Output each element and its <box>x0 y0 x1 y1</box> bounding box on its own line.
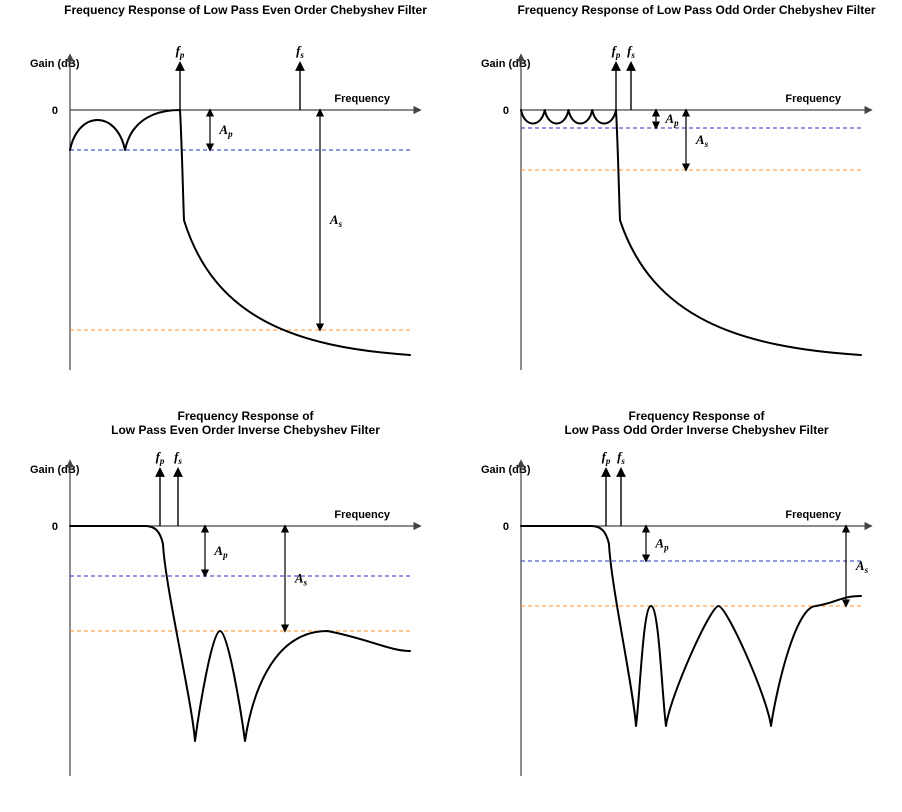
zero-label: 0 <box>503 521 509 533</box>
y-axis-label: Gain (dB) <box>481 58 531 70</box>
response-curve <box>521 110 861 355</box>
fp-marker-label: fp <box>156 449 165 466</box>
panel-invcheby_odd: Frequency Response ofLow Pass Odd Order … <box>451 406 902 812</box>
zero-label: 0 <box>52 105 58 117</box>
chart-svg: Frequency Response ofLow Pass Odd Order … <box>451 406 902 812</box>
x-axis-label: Frequency <box>785 93 842 105</box>
chart-svg: Frequency Response ofLow Pass Even Order… <box>0 406 451 812</box>
zero-label: 0 <box>52 521 58 533</box>
chart-title-line: Low Pass Even Order Inverse Chebyshev Fi… <box>111 423 380 437</box>
chart-title-line: Frequency Response of <box>628 409 765 423</box>
y-axis-label: Gain (dB) <box>30 464 80 476</box>
fp-marker-label: fp <box>602 449 611 466</box>
panel-cheby_even: Frequency Response of Low Pass Even Orde… <box>0 0 451 406</box>
chart-title-line: Low Pass Odd Order Inverse Chebyshev Fil… <box>564 423 828 437</box>
x-axis-label: Frequency <box>334 93 391 105</box>
Ap-label: Ap <box>664 111 679 128</box>
fp-marker-label: fp <box>176 43 185 60</box>
zero-label: 0 <box>503 105 509 117</box>
Ap-label: Ap <box>654 536 669 553</box>
fp-marker-label: fp <box>612 43 621 60</box>
chart-svg: Frequency Response of Low Pass Even Orde… <box>0 0 451 406</box>
As-label: As <box>855 558 869 575</box>
x-axis-label: Frequency <box>785 509 842 521</box>
Ap-label: Ap <box>213 543 228 560</box>
response-curve <box>70 526 410 741</box>
fs-marker-label: fs <box>627 43 635 60</box>
response-curve <box>70 110 410 355</box>
chart-svg: Frequency Response of Low Pass Odd Order… <box>451 0 902 406</box>
fs-marker-label: fs <box>617 449 625 466</box>
chart-title-line: Frequency Response of <box>177 409 314 423</box>
As-label: As <box>695 132 709 149</box>
y-axis-label: Gain (dB) <box>30 58 80 70</box>
y-axis-label: Gain (dB) <box>481 464 531 476</box>
As-label: As <box>294 571 308 588</box>
x-axis-label: Frequency <box>334 509 391 521</box>
panel-invcheby_even: Frequency Response ofLow Pass Even Order… <box>0 406 451 812</box>
response-curve <box>521 526 861 726</box>
As-label: As <box>329 212 343 229</box>
fs-marker-label: fs <box>296 43 304 60</box>
Ap-label: Ap <box>218 122 233 139</box>
fs-marker-label: fs <box>174 449 182 466</box>
chart-title-line: Frequency Response of Low Pass Odd Order… <box>517 3 875 17</box>
panel-cheby_odd: Frequency Response of Low Pass Odd Order… <box>451 0 902 406</box>
chart-title-line: Frequency Response of Low Pass Even Orde… <box>64 3 427 17</box>
